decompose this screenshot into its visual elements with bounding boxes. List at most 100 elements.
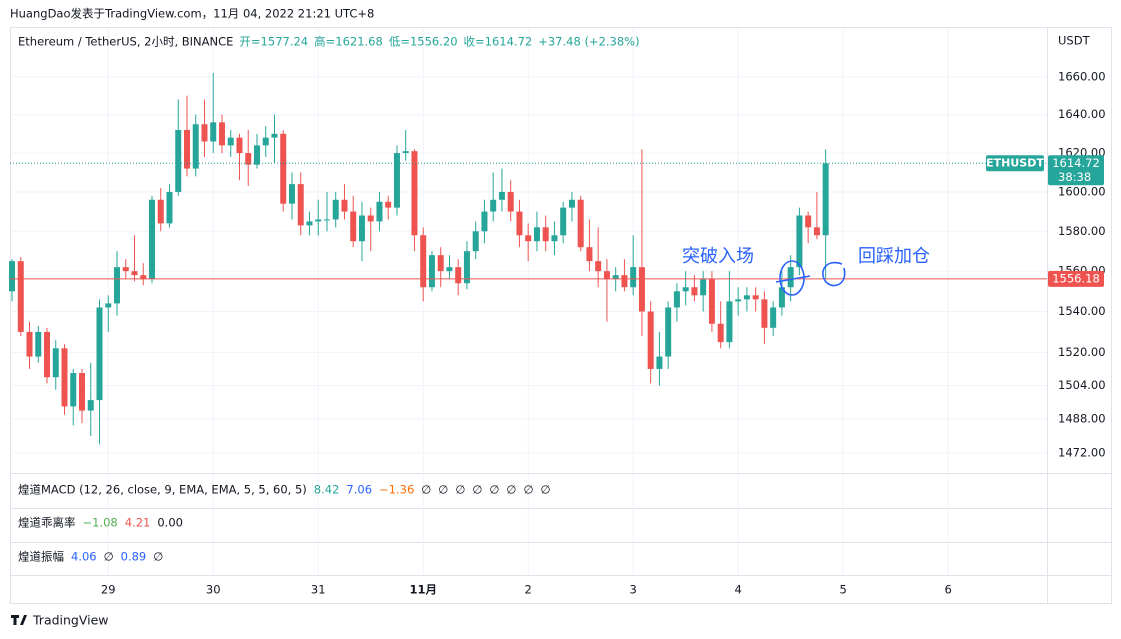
- candles: [9, 72, 1047, 445]
- candle-body: [61, 348, 68, 407]
- candle-body: [288, 184, 295, 204]
- candle-body: [630, 267, 637, 288]
- candle-body: [332, 199, 339, 220]
- indicator-value: ∅: [472, 483, 482, 497]
- candle-body: [717, 323, 724, 343]
- candle-body: [393, 153, 400, 208]
- candle-body: [315, 219, 322, 222]
- candle-body: [35, 331, 42, 357]
- candle-body: [437, 255, 444, 272]
- indicator-value: 7.06: [346, 483, 372, 497]
- indicator-value: 0.00: [157, 516, 183, 530]
- price-label: 1556.18: [1052, 271, 1100, 285]
- indicator-value: −1.36: [379, 483, 414, 497]
- candle-body: [428, 255, 435, 288]
- candle-body: [525, 235, 532, 242]
- legend-text: +37.48 (+2.38%): [538, 35, 639, 49]
- candle-body: [770, 307, 777, 328]
- candle-body: [647, 311, 654, 369]
- x-tick-label: 3: [630, 583, 637, 597]
- candle-body: [236, 137, 243, 154]
- y-tick-label: 1660.00: [1058, 69, 1106, 83]
- candle-body: [796, 215, 803, 268]
- x-tick-label: 29: [101, 583, 116, 597]
- candle-body: [708, 279, 715, 324]
- candle-body: [743, 295, 750, 300]
- indicator-name: 煌道振幅: [18, 550, 64, 564]
- candle-body: [805, 215, 812, 228]
- candle-body: [367, 215, 374, 222]
- candle-body: [122, 267, 129, 272]
- legend-text: 开=1577.24: [239, 35, 308, 49]
- candle-body: [411, 151, 418, 236]
- candle-body: [621, 275, 628, 288]
- header: HuangDao发表于TradingView.com，11月 04, 2022 …: [10, 7, 374, 21]
- candle-body: [472, 231, 479, 252]
- candle-body: [533, 227, 540, 242]
- indicator-value: ∅: [540, 483, 550, 497]
- candle-body: [271, 133, 278, 138]
- candle-body: [402, 151, 409, 154]
- candle-body: [297, 184, 304, 226]
- candle-body: [44, 331, 51, 378]
- symbol-label: ETHUSDT: [986, 156, 1044, 169]
- currency: USDT: [1058, 34, 1091, 48]
- candle-body: [490, 199, 497, 212]
- indicator-value: ∅: [104, 550, 114, 564]
- candle-body: [192, 124, 199, 169]
- legend-text: 高=1621.68: [314, 35, 383, 49]
- indicator-value: 4.06: [71, 550, 97, 564]
- candle-body: [498, 191, 505, 200]
- candle-body: [157, 199, 164, 224]
- candle-body: [665, 307, 672, 357]
- indicator-value: 4.21: [125, 516, 151, 530]
- candle-body: [9, 261, 16, 292]
- candle-body: [822, 163, 829, 236]
- candle-body: [70, 373, 77, 407]
- x-tick-label: 30: [206, 583, 221, 597]
- candle-body: [682, 287, 689, 292]
- candle-body: [52, 348, 59, 378]
- candle-body: [595, 261, 602, 272]
- candle-body: [673, 291, 680, 308]
- indicator-value: ∅: [153, 550, 163, 564]
- candle-body: [551, 235, 558, 242]
- candle-body: [262, 137, 269, 146]
- indicator-value: ∅: [455, 483, 465, 497]
- y-tick-label: 1488.00: [1058, 411, 1106, 425]
- sketch-line: [775, 275, 811, 283]
- candle-body: [516, 211, 523, 236]
- candle-body: [656, 356, 663, 369]
- candle-body: [455, 267, 462, 284]
- legend-text: Ethereum / TetherUS, 2小时, BINANCE: [18, 35, 233, 49]
- candle-body: [280, 133, 287, 204]
- candle-body: [376, 201, 383, 222]
- candle-body: [26, 331, 33, 357]
- candle-body: [446, 267, 453, 272]
- candle-body: [79, 373, 86, 411]
- candle-body: [350, 211, 357, 242]
- legend-text: 低=1556.20: [389, 35, 458, 49]
- y-tick-label: 1504.00: [1058, 378, 1106, 392]
- candle-body: [463, 251, 470, 284]
- y-tick-label: 1520.00: [1058, 345, 1106, 359]
- price-label-box: [1048, 270, 1104, 287]
- countdown: 38:38: [1058, 170, 1091, 184]
- indicator-value: ∅: [489, 483, 499, 497]
- x-tick-label: 6: [944, 583, 951, 597]
- symbol-box: [986, 155, 1044, 172]
- x-tick-label: 2: [525, 583, 532, 597]
- candle-body: [481, 211, 488, 232]
- candle-body: [201, 124, 208, 142]
- candle-body: [358, 215, 365, 242]
- x-tick-label: 11月: [409, 583, 437, 597]
- y-tick-label: 1540.00: [1058, 304, 1106, 318]
- circle-sketch: [822, 261, 846, 287]
- candle-body: [218, 122, 225, 146]
- candle-body: [752, 295, 759, 300]
- candle-body: [140, 275, 147, 280]
- price-label-box: [1048, 155, 1104, 186]
- candle-body: [385, 201, 392, 208]
- candle-body: [507, 191, 514, 212]
